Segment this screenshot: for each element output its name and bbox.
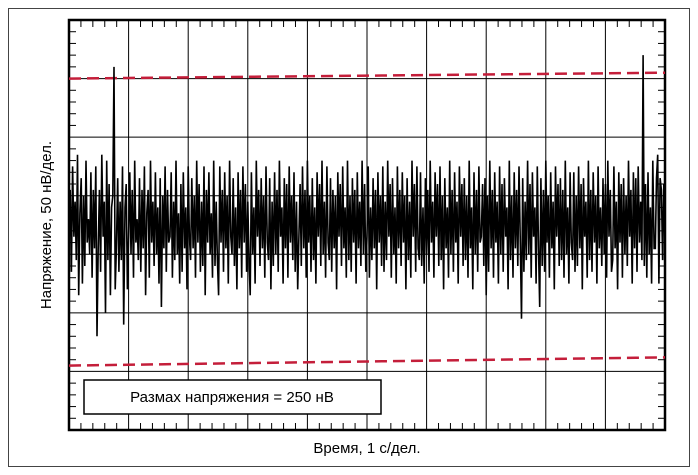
bounds-lines (68, 71, 666, 367)
annotation-text: Размах напряжения = 250 нВ (130, 389, 334, 406)
x-axis-label: Время, 1 с/дел. (313, 440, 420, 457)
noise-trace-line (68, 55, 666, 337)
bound-line-upper (68, 71, 666, 80)
annotation-box (83, 379, 382, 415)
y-axis-label: Напряжение, 50 нВ/дел. (38, 141, 55, 309)
bound-line-lower (68, 356, 666, 367)
